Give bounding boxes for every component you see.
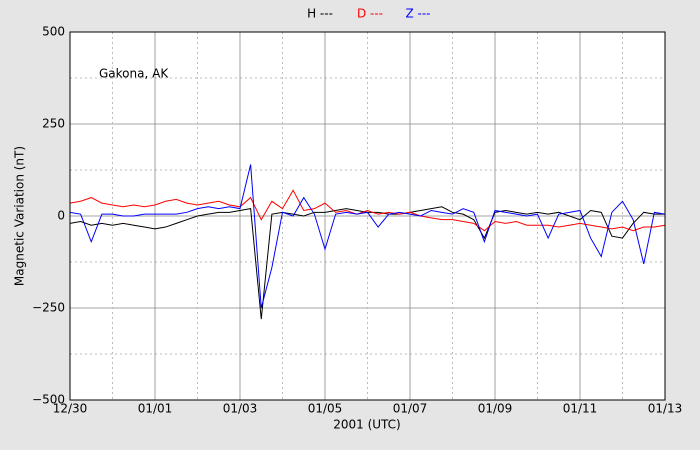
plot-frame	[69, 31, 666, 401]
series-line	[69, 164, 666, 309]
x-tick-label: 01/13	[648, 402, 683, 416]
x-tick-label: 01/01	[138, 402, 173, 416]
legend-entry: D ---	[357, 7, 383, 21]
y-tick-label: −250	[32, 301, 65, 315]
y-axis-label: Magnetic Variation (nT)	[13, 146, 27, 286]
x-tick-label: 01/07	[393, 402, 428, 416]
y-tick-label: −500	[32, 393, 65, 407]
x-tick-label: 12/30	[53, 402, 88, 416]
x-tick-label: 01/03	[223, 402, 258, 416]
x-tick-label: 01/05	[308, 402, 343, 416]
series-line	[69, 189, 666, 232]
y-tick-label: 250	[42, 117, 65, 131]
annotation: Gakona, AK	[99, 67, 169, 81]
legend-entry: Z ---	[405, 7, 430, 21]
x-tick-label: 01/11	[563, 402, 598, 416]
x-tick-label: 01/09	[478, 402, 513, 416]
y-tick-label: 500	[42, 25, 65, 39]
x-axis-label: 2001 (UTC)	[333, 418, 401, 432]
y-tick-label: 0	[57, 209, 65, 223]
legend-entry: H ---	[307, 7, 333, 21]
